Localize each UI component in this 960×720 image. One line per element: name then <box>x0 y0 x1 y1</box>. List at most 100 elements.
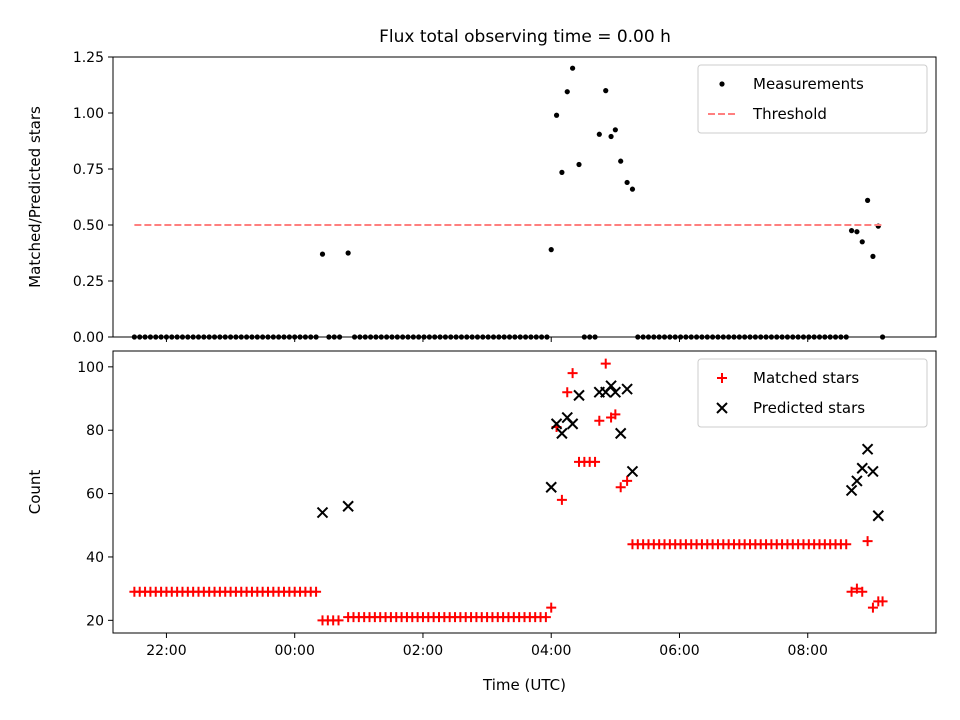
y-tick-label: 1.25 <box>73 50 104 66</box>
measurements-point <box>640 334 646 340</box>
measurements-point <box>276 334 282 340</box>
matched-stars-point <box>590 456 601 467</box>
measurements-point <box>137 334 143 340</box>
measurements-point <box>163 334 170 340</box>
measurements-point <box>286 334 292 340</box>
measurements-point <box>331 334 337 340</box>
predicted-stars-point <box>872 510 884 522</box>
y-tick-label: 40 <box>86 550 104 566</box>
measurements-point <box>870 253 876 259</box>
measurements-point <box>587 334 593 340</box>
measurements-point <box>608 133 614 140</box>
measurements-point <box>389 334 395 340</box>
measurements-point <box>618 158 624 164</box>
measurements-point <box>806 334 812 340</box>
measurements-point <box>656 334 662 340</box>
y-tick-label: 20 <box>86 613 104 629</box>
measurements-point <box>147 334 154 340</box>
measurements-point <box>843 334 849 340</box>
matched-stars-point <box>857 586 868 597</box>
measurements-point <box>326 334 332 340</box>
measurements-point <box>672 334 678 340</box>
measurements-point <box>227 334 234 340</box>
measurements-point <box>564 89 570 95</box>
predicted-stars-point <box>605 380 617 392</box>
y-tick-label: 60 <box>86 487 104 503</box>
measurements-point <box>453 334 459 340</box>
measurements-point <box>394 334 400 340</box>
measurements-point <box>297 334 303 340</box>
measurements-point <box>265 334 271 340</box>
y-axis-label: Count <box>26 470 44 515</box>
measurements-point <box>651 334 657 340</box>
predicted-stars-point <box>609 386 622 398</box>
measurements-point <box>302 334 308 340</box>
measurements-point <box>768 334 775 340</box>
x-tick-label: 22:00 <box>146 643 186 659</box>
measurements-point <box>528 334 534 340</box>
measurements-point <box>726 334 732 340</box>
matched-stars-point <box>594 415 605 426</box>
measurements-point <box>832 334 839 340</box>
measurements-point <box>742 334 748 340</box>
measurements-point <box>827 334 833 340</box>
measurements-point <box>624 179 630 186</box>
measurements-point <box>693 334 700 340</box>
measurements-point <box>848 228 855 234</box>
measurements-point <box>879 334 886 340</box>
x-tick-label: 08:00 <box>788 643 828 659</box>
measurements-point <box>779 334 785 340</box>
legend-label: Predicted stars <box>753 399 865 417</box>
measurements-point <box>544 334 550 340</box>
predicted-stars-point <box>867 465 879 478</box>
y-tick-label: 0.50 <box>73 218 104 234</box>
measurements-point <box>667 334 673 340</box>
measurements-point <box>838 334 844 340</box>
predicted-stars-point <box>626 465 639 478</box>
measurements-point <box>822 334 828 340</box>
measurements-point <box>378 334 384 340</box>
measurements-point <box>211 334 218 340</box>
measurements-point <box>313 334 319 340</box>
measurements-point <box>362 334 368 340</box>
measurements-point <box>249 334 255 340</box>
matched-stars-point <box>862 536 873 547</box>
matched-stars-point <box>311 586 322 597</box>
measurements-point <box>854 229 860 235</box>
measurements-point <box>715 334 721 340</box>
measurements-point <box>576 161 582 168</box>
y-tick-label: 0.25 <box>73 274 104 290</box>
matched-stars-point <box>600 358 611 369</box>
measurements-point <box>292 334 298 340</box>
predicted-stars-point <box>316 506 329 519</box>
measurements-point <box>533 334 539 340</box>
matched-stars-point <box>556 494 567 505</box>
measurements-point <box>811 334 817 340</box>
measurements-point <box>174 334 180 340</box>
measurements-point <box>238 334 244 340</box>
matched-stars-point <box>540 612 551 623</box>
measurements-point <box>645 334 652 340</box>
matched-stars-point <box>610 409 621 420</box>
measurements-point <box>731 334 737 340</box>
measurements-point <box>319 251 326 257</box>
legend-swatch <box>719 81 725 87</box>
y-tick-label: 0.00 <box>73 330 104 346</box>
measurements-point <box>458 334 465 340</box>
measurements-point <box>774 334 780 340</box>
x-tick-label: 04:00 <box>531 643 571 659</box>
measurements-point <box>153 334 159 340</box>
predicted-stars-point <box>851 475 863 487</box>
measurements-point <box>384 334 390 340</box>
measurements-point <box>763 334 769 340</box>
measurements-point <box>410 334 416 340</box>
predicted-stars-point <box>861 443 874 455</box>
measurements-point <box>704 334 710 340</box>
measurements-point <box>612 127 618 133</box>
y-tick-label: 0.75 <box>73 162 104 178</box>
measurements-point <box>464 334 470 340</box>
predicted-stars-point <box>545 481 557 493</box>
measurements-point <box>367 334 374 340</box>
legend-label: Threshold <box>752 105 827 123</box>
